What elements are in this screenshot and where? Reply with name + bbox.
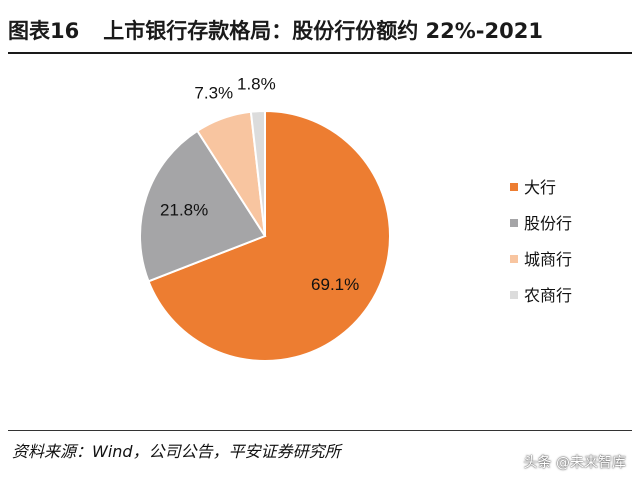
legend-swatch-chengshang-hang xyxy=(510,255,518,263)
legend-label-da-hang: 大行 xyxy=(524,178,556,197)
legend-swatch-nongshang-hang xyxy=(510,291,518,299)
source-note: 资料来源：Wind，公司公告，平安证券研究所 xyxy=(12,442,341,461)
legend-swatch-da-hang xyxy=(510,183,518,191)
pie-slice-da-hang xyxy=(147,109,391,362)
pie-slice-nongshang-hang xyxy=(249,109,266,237)
title-divider xyxy=(8,52,632,54)
legend-label-chengshang-hang: 城商行 xyxy=(524,250,572,269)
legend-label-gufen-hang: 股份行 xyxy=(524,214,572,233)
legend-swatch-gufen-hang xyxy=(510,219,518,227)
data-label-chengshang-hang: 7.3% xyxy=(194,83,233,102)
data-label-da-hang: 69.1% xyxy=(311,275,359,294)
pie-slice-gufen-hang xyxy=(139,129,267,283)
footer-divider xyxy=(8,430,632,431)
data-label-gufen-hang: 21.8% xyxy=(160,201,208,220)
legend-label-nongshang-hang: 农商行 xyxy=(524,286,572,305)
watermark: 头条 @未来智库 xyxy=(523,455,626,471)
data-label-nongshang-hang: 1.8% xyxy=(237,75,276,94)
chart-title: 上市银行存款格局：股份行份额约 22%-2021 xyxy=(103,19,543,43)
figure-header: 图表16 上市银行存款格局：股份行份额约 22%-2021 xyxy=(8,10,632,50)
figure-label: 图表16 xyxy=(8,19,80,43)
